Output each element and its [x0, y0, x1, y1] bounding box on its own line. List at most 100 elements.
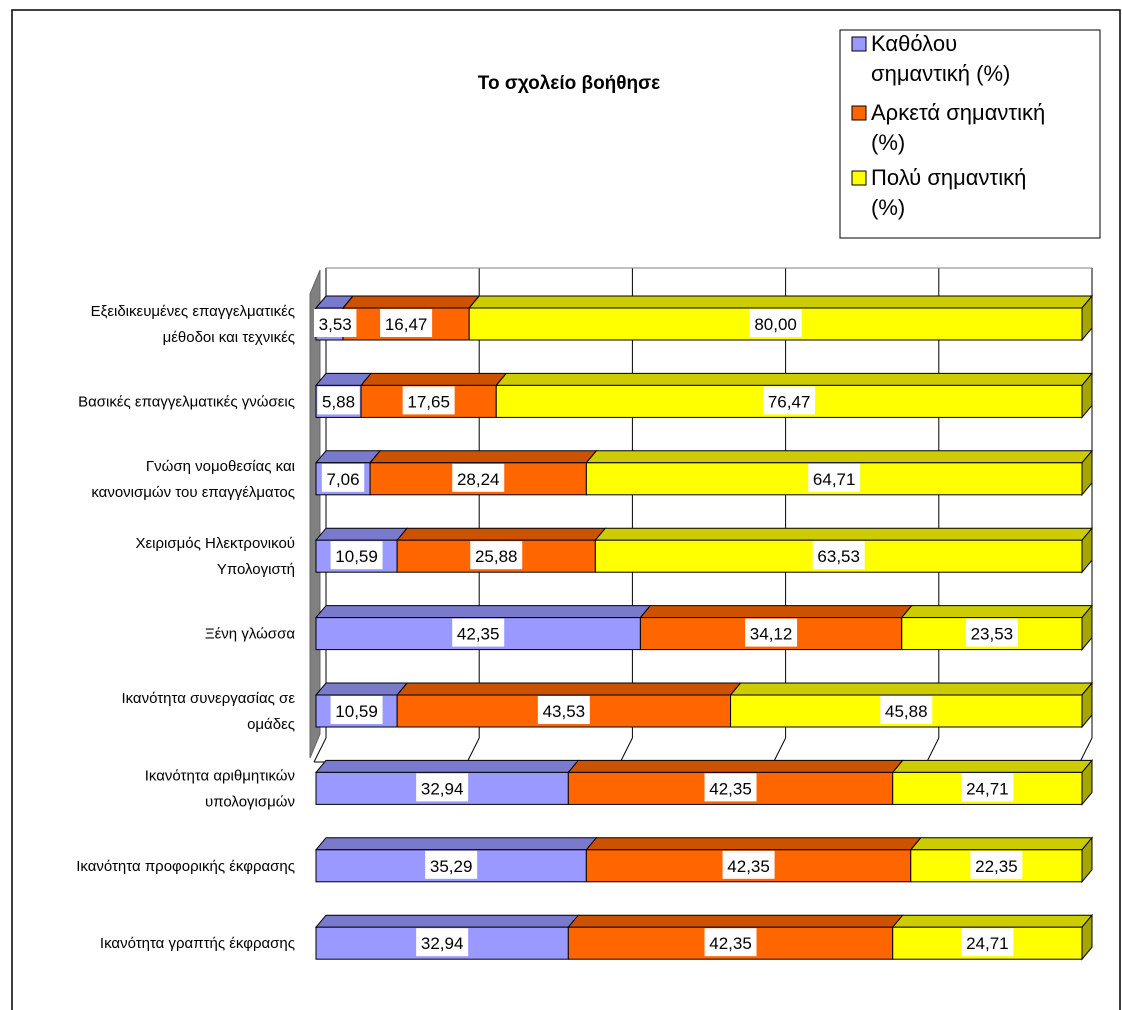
data-label-text: 5,88	[322, 392, 355, 411]
data-label-bg	[537, 696, 590, 724]
data-label-text: 42,35	[457, 625, 500, 644]
bar-side	[1081, 449, 1093, 497]
data-label-bg	[704, 773, 757, 802]
data-label: 63,53	[812, 541, 865, 570]
bar-top	[639, 605, 913, 619]
legend-entry: (%)	[871, 130, 905, 155]
data-label-text: 45,88	[885, 702, 928, 721]
category-label: Γνώση νομοθεσίας και	[146, 458, 295, 475]
data-label-bg	[965, 618, 1018, 647]
data-label: 76,47	[763, 386, 816, 415]
data-label: 42,35	[452, 618, 505, 647]
data-label-bg	[314, 309, 357, 337]
bar-side	[1081, 604, 1093, 651]
data-label: 34,12	[745, 618, 798, 647]
data-label-text: 76,47	[768, 392, 811, 411]
tick-mark	[926, 737, 940, 763]
bar-top	[314, 837, 598, 851]
legend-swatch	[851, 105, 867, 121]
data-label-text: 10,59	[335, 702, 378, 721]
legend-entry: Αρκετά σημαντική	[871, 100, 1045, 125]
bar-top	[314, 527, 409, 541]
category-label: υπολογισμών	[205, 793, 295, 810]
data-label: 45,88	[880, 696, 933, 724]
data-label-text: 24,71	[966, 779, 1009, 798]
data-label: 3,53	[314, 309, 357, 337]
data-label-bg	[704, 928, 757, 957]
category-label: κανονισμών του επαγγέλματος	[91, 484, 295, 501]
data-label-bg	[380, 309, 433, 337]
legend-swatch	[851, 170, 867, 186]
data-label-text: 22,35	[975, 857, 1018, 876]
data-label-bg	[722, 850, 775, 879]
data-label-bg	[425, 850, 478, 879]
data-label-text: 24,71	[966, 934, 1009, 953]
bar-top	[567, 914, 904, 928]
bar-side	[1081, 372, 1093, 419]
legend-swatch	[851, 36, 867, 52]
data-label-bg	[452, 618, 505, 647]
legend-entry: (%)	[871, 195, 905, 220]
data-label-bg	[749, 309, 802, 337]
category-label: Εξειδικευμένες επαγγελματικές	[91, 303, 295, 320]
data-label-text: 32,94	[421, 779, 464, 798]
data-label: 16,47	[380, 309, 433, 337]
data-label-bg	[961, 773, 1014, 802]
data-label-text: 34,12	[750, 625, 793, 644]
data-label: 64,71	[808, 463, 861, 492]
legend-box	[839, 29, 1101, 239]
bar-top	[359, 372, 508, 386]
category-label: Ικανότητα αριθμητικών	[145, 767, 295, 784]
data-label: 35,29	[425, 850, 478, 879]
legend-entry: Καθόλου	[871, 31, 957, 56]
data-label-text: 23,53	[971, 625, 1014, 644]
data-label: 22,35	[970, 850, 1023, 879]
data-label-text: 35,29	[430, 857, 473, 876]
data-label: 80,00	[749, 309, 802, 337]
data-label-bg	[970, 850, 1023, 879]
data-label-text: 25,88	[475, 547, 518, 566]
data-label-bg	[961, 928, 1014, 957]
bar-side	[1081, 759, 1093, 806]
bar-top	[341, 295, 481, 309]
data-label-bg	[812, 541, 865, 570]
data-label-text: 17,65	[407, 392, 450, 411]
bar-top	[314, 914, 580, 928]
tick-mark	[1079, 737, 1093, 763]
legend: Καθόλου σημαντική (%) Αρκετά σημαντική (%) Π…	[839, 29, 1101, 239]
data-label-bg	[330, 696, 383, 724]
legend-entry: σημαντική (%)	[871, 61, 1010, 86]
tick-mark	[466, 737, 480, 763]
data-label-text: 43,53	[543, 702, 586, 721]
bar-top	[567, 759, 904, 773]
data-label-text: 42,35	[727, 857, 770, 876]
bar-top	[594, 527, 1094, 541]
tick-mark	[773, 737, 787, 763]
bar-side	[1081, 681, 1093, 729]
tick-mark	[313, 737, 327, 763]
tick-mark	[619, 737, 633, 763]
data-label: 32,94	[416, 773, 469, 802]
data-label-bg	[470, 541, 523, 570]
category-label: Βασικές επαγγελματικές γνώσεις	[78, 393, 295, 410]
data-label-bg	[808, 463, 861, 492]
bar-top	[585, 450, 1094, 464]
bar-top	[314, 759, 580, 773]
data-label: 28,24	[452, 463, 505, 492]
bar-top	[909, 837, 1094, 851]
legend-entry: Πολύ σημαντική	[871, 165, 1026, 190]
bar-top	[891, 759, 1094, 773]
data-label-text: 42,35	[709, 934, 752, 953]
category-label: ομάδες	[247, 716, 295, 733]
data-label-text: 42,35	[709, 779, 752, 798]
bar-side	[1081, 913, 1093, 961]
data-label-bg	[416, 773, 469, 802]
bar-top	[396, 527, 607, 541]
data-label-text: 80,00	[754, 315, 797, 334]
bar-top	[468, 295, 1094, 309]
data-label: 24,71	[961, 773, 1014, 802]
data-label-bg	[416, 928, 469, 957]
data-label-text: 7,06	[326, 470, 359, 489]
